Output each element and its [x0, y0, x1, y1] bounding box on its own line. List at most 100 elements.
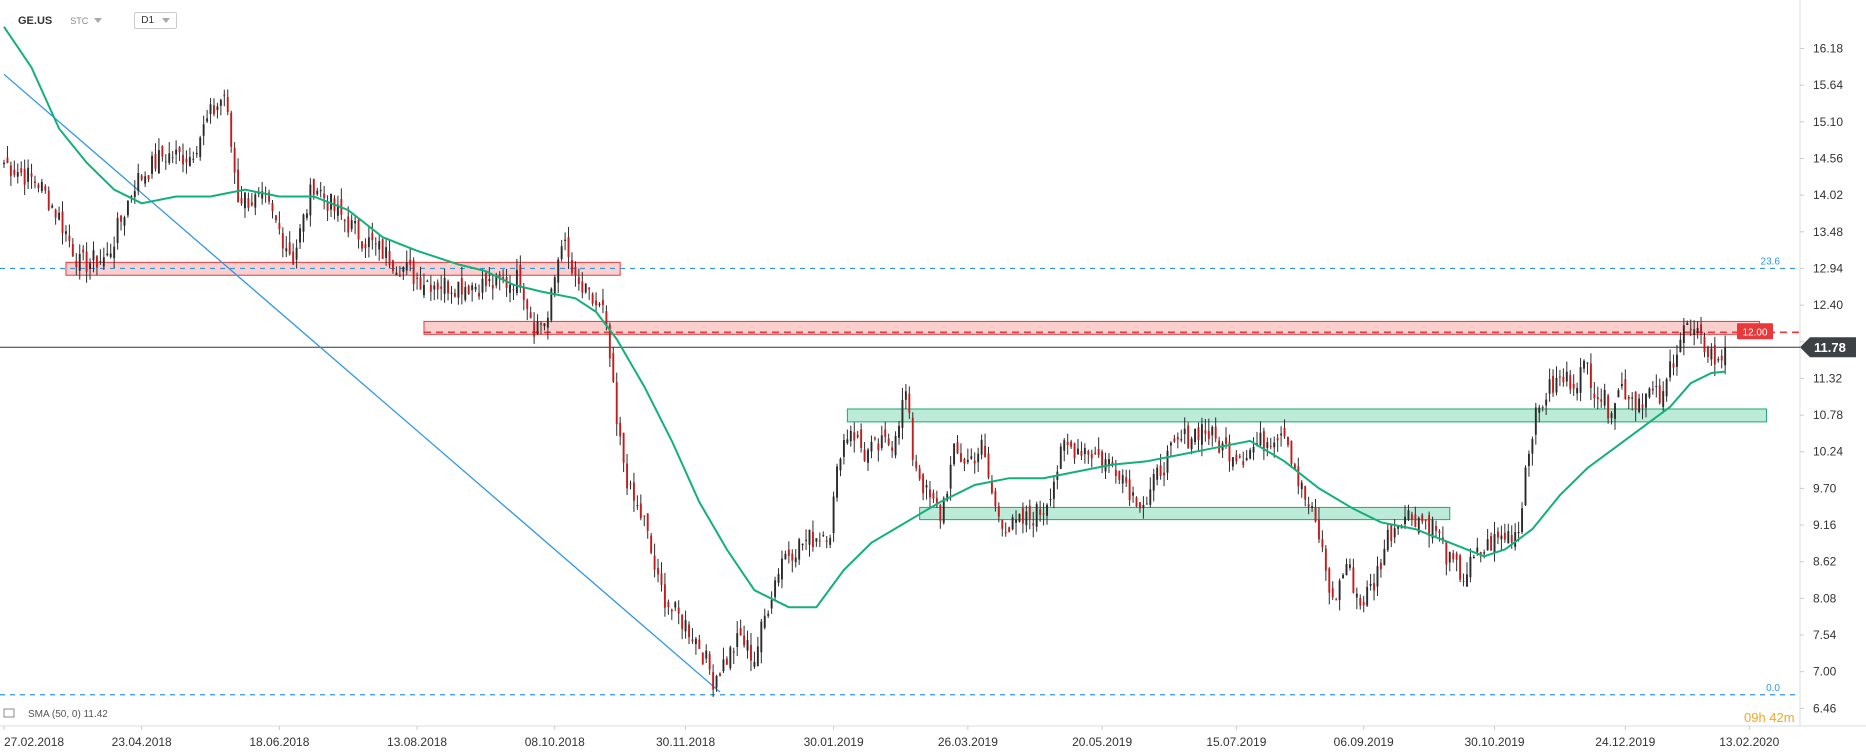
candle-body	[206, 118, 209, 122]
price-axis: 16.18 15.64 15.10 14.56 14.02 13.48 12.94 12.40…	[1800, 42, 1856, 715]
candle-body	[1490, 536, 1493, 551]
time-tick-label: 23.04.2018	[112, 735, 172, 749]
candle-body	[1283, 428, 1286, 437]
candle-body	[171, 157, 174, 159]
candle-body	[577, 277, 580, 284]
candle-body	[791, 553, 794, 561]
candle-body	[1493, 533, 1496, 554]
candle-body	[1641, 404, 1644, 408]
candle-body	[522, 287, 525, 301]
candle-body	[144, 176, 147, 184]
sma-line[interactable]	[3, 26, 1726, 609]
candle-body	[736, 633, 739, 647]
candle-body	[836, 466, 838, 498]
candle-body	[832, 496, 835, 534]
candle-body	[1438, 531, 1441, 533]
candle-body	[646, 513, 649, 531]
time-tick-label: 30.11.2018	[656, 735, 715, 749]
candle-body	[271, 203, 274, 211]
price-source-label[interactable]: STC	[70, 15, 89, 26]
candle-body	[987, 453, 990, 478]
candle-body	[1200, 424, 1203, 445]
candle-body	[774, 580, 777, 598]
candle-body	[1262, 431, 1265, 451]
candle-body	[619, 422, 622, 437]
candle-body	[1145, 503, 1148, 505]
candle-body	[323, 193, 326, 198]
candle-body	[109, 253, 112, 258]
symbol-label[interactable]: GE.US	[18, 14, 53, 27]
candle-body	[1342, 574, 1345, 579]
candle-body	[846, 439, 849, 444]
candle-body	[47, 190, 50, 210]
candle-body	[939, 504, 942, 521]
price-tick-label: 7.00	[1813, 665, 1837, 679]
candle-body	[1552, 375, 1554, 393]
candle-body	[887, 438, 890, 445]
candle-body	[694, 638, 697, 645]
candle-body	[1204, 430, 1207, 434]
candle-body	[230, 112, 233, 147]
candle-body	[1455, 553, 1458, 560]
candle-body	[1355, 593, 1358, 598]
candle-body	[1214, 426, 1217, 439]
candle-body	[312, 178, 315, 195]
sma-indicator-label[interactable]: SMA (50, 0) 11.42	[28, 709, 108, 720]
candle-body	[1462, 580, 1465, 582]
candle-body	[326, 202, 329, 211]
candle-body	[787, 549, 790, 556]
candle-body	[1152, 474, 1155, 491]
resistance-zone-2[interactable]	[423, 320, 1761, 335]
candle-body	[85, 251, 88, 272]
candle-body	[949, 464, 952, 489]
candle-body	[409, 259, 412, 265]
indicator-settings-icon[interactable]	[3, 708, 15, 718]
candle-body	[970, 456, 973, 459]
candle-body	[443, 277, 446, 294]
timeframe-select[interactable]: D1	[134, 12, 178, 29]
candle-body	[278, 223, 281, 230]
candle-body	[770, 599, 773, 609]
candle-body	[395, 272, 398, 276]
candle-body	[1135, 497, 1138, 507]
support-zone-1[interactable]	[846, 408, 1767, 423]
candle-body	[849, 430, 852, 442]
candle-body	[27, 167, 30, 182]
candle-body	[1593, 393, 1596, 399]
candle-body	[708, 654, 711, 670]
candle-body	[405, 262, 408, 271]
candle-body	[1049, 499, 1052, 501]
price-source-chevron-down-icon[interactable]	[94, 18, 103, 23]
candle-body	[901, 399, 904, 428]
candle-body	[1435, 526, 1437, 531]
candle-body	[381, 239, 384, 259]
candle-body	[1717, 359, 1720, 361]
downtrend-line[interactable]	[3, 73, 721, 693]
candle-body	[639, 503, 642, 519]
price-tick-label: 10.24	[1813, 445, 1843, 459]
candle-body	[302, 214, 305, 232]
candle-body	[1689, 328, 1692, 331]
candle-body	[509, 284, 511, 293]
candle-body	[40, 181, 43, 192]
candle-body	[1324, 548, 1327, 571]
time-tick-label: 13.08.2018	[387, 735, 447, 749]
candle-body	[1231, 457, 1234, 467]
candle-body	[1121, 475, 1124, 484]
candle-body	[557, 259, 560, 283]
candle-body	[453, 293, 456, 297]
candles-layer	[3, 89, 1727, 697]
candle-body	[95, 256, 98, 268]
candle-body	[1001, 519, 1004, 529]
candle-body	[1166, 450, 1169, 473]
candle-body	[825, 540, 828, 542]
candle-body	[818, 540, 821, 542]
candle-body	[681, 614, 684, 629]
candle-body	[798, 539, 801, 560]
candle-body	[1596, 396, 1599, 400]
candle-body	[719, 673, 721, 676]
candle-body	[388, 251, 391, 266]
candle-body	[956, 442, 959, 454]
candle-body	[657, 568, 659, 575]
